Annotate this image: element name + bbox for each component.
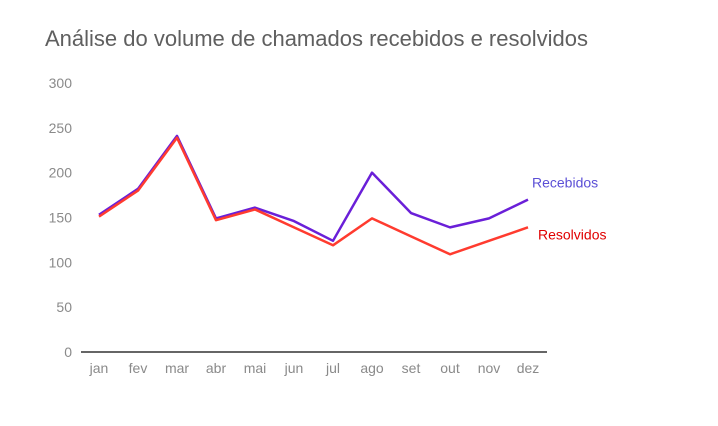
x-tick-label: ago <box>360 360 384 376</box>
y-tick-label: 0 <box>64 344 72 360</box>
y-tick-label: 250 <box>49 120 73 136</box>
x-tick-label: mar <box>165 360 189 376</box>
series-line-recebidos <box>98 134 529 243</box>
y-tick-label: 150 <box>49 210 73 226</box>
x-axis-labels: jan fev mar abr mai jun jul ago set out nov dez <box>89 360 540 376</box>
x-tick-label: jan <box>89 360 109 376</box>
series-lines <box>98 134 529 256</box>
x-tick-label: mai <box>244 360 267 376</box>
y-tick-label: 200 <box>49 165 73 181</box>
y-axis-labels: 0 50 100 150 200 250 300 <box>49 75 73 360</box>
y-tick-label: 100 <box>49 254 73 270</box>
x-tick-label: fev <box>129 360 148 376</box>
chart-title: Análise do volume de chamados recebidos … <box>45 26 588 51</box>
y-tick-label: 300 <box>49 75 73 91</box>
series-label-resolvidos: Resolvidos <box>538 226 606 242</box>
x-tick-label: abr <box>206 360 227 376</box>
x-tick-label: jul <box>325 360 340 376</box>
series-label-recebidos: Recebidos <box>532 175 598 191</box>
x-tick-label: dez <box>517 360 540 376</box>
y-tick-label: 50 <box>56 299 72 315</box>
x-tick-label: jun <box>284 360 304 376</box>
x-tick-label: set <box>402 360 421 376</box>
series-labels: Recebidos Resolvidos <box>532 175 606 243</box>
series-line-resolvidos <box>98 136 529 256</box>
x-tick-label: nov <box>478 360 501 376</box>
x-tick-label: out <box>440 360 460 376</box>
